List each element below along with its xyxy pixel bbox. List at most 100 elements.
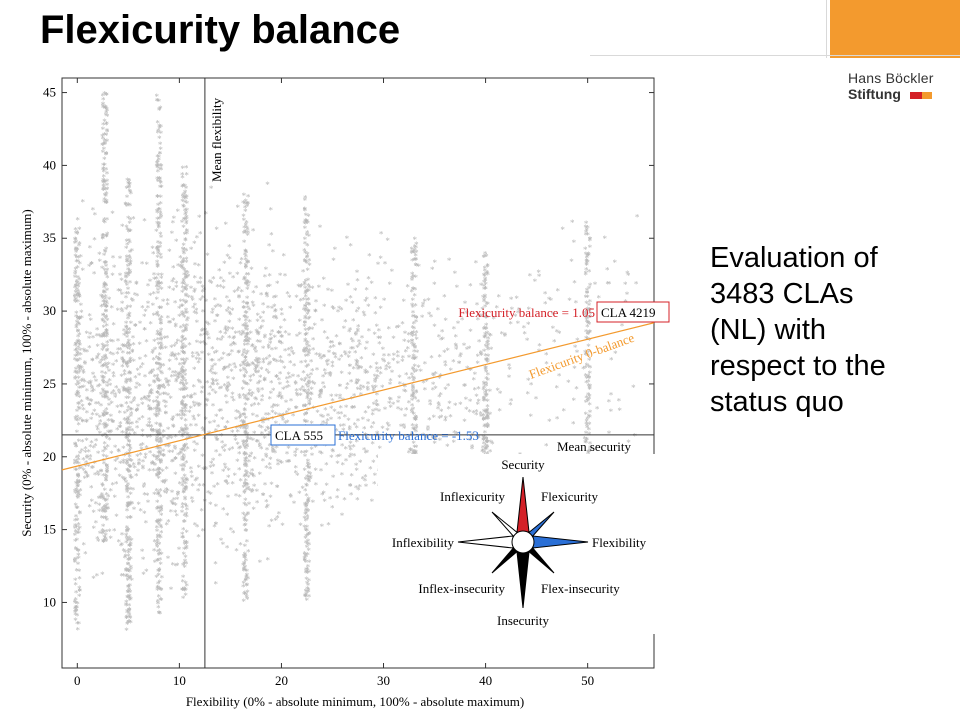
scatter-point: *: [182, 386, 187, 396]
scatter-point: *: [103, 508, 108, 518]
scatter-point: *: [156, 567, 161, 577]
scatter-point: *: [125, 506, 130, 516]
scatter-point: *: [130, 246, 135, 256]
scatter-point: *: [159, 511, 164, 521]
scatter-point: *: [127, 574, 132, 584]
scatter-point: *: [158, 595, 163, 605]
scatter-point: *: [101, 165, 106, 175]
scatter-point: *: [127, 227, 132, 237]
corner-accent: [830, 0, 960, 58]
scatter-point: *: [184, 380, 189, 390]
scatter-point: *: [144, 567, 149, 577]
scatter-point: *: [155, 193, 160, 203]
scatter-point: *: [185, 477, 190, 487]
scatter-point: *: [126, 561, 131, 571]
scatter-point: *: [242, 425, 247, 435]
scatter-point: *: [159, 504, 164, 514]
scatter-point: *: [155, 498, 160, 508]
scatter-point: *: [299, 359, 304, 369]
scatter-point: *: [104, 477, 109, 487]
scatter-point: *: [181, 360, 186, 370]
scatter-point: *: [127, 180, 132, 190]
scatter-point: *: [77, 478, 82, 488]
scatter-point: *: [367, 326, 372, 336]
scatter-point: *: [76, 471, 81, 481]
scatter-point: *: [495, 386, 500, 396]
scatter-point: *: [102, 196, 107, 206]
scatter-point: *: [410, 370, 415, 380]
scatter-point: *: [625, 290, 630, 300]
scatter-point: *: [155, 119, 160, 129]
scatter-point: *: [128, 619, 133, 629]
scatter-point: *: [157, 578, 162, 588]
scatter-point: *: [74, 546, 79, 556]
scatter-point: *: [180, 412, 185, 422]
scatter-point: *: [107, 377, 112, 387]
scatter-point: *: [127, 183, 132, 193]
scatter-point: *: [158, 351, 163, 361]
scatter-point: *: [73, 441, 78, 451]
scatter-point: *: [124, 533, 129, 543]
scatter-point: *: [129, 319, 134, 329]
scatter-point: *: [180, 288, 185, 298]
scatter-point: *: [164, 465, 169, 475]
scatter-point: *: [156, 579, 161, 589]
scatter-point: *: [101, 140, 106, 150]
scatter-point: *: [126, 311, 131, 321]
scatter-point: *: [76, 274, 81, 284]
scatter-point: *: [373, 309, 378, 319]
scatter-point: *: [124, 342, 129, 352]
scatter-point: *: [127, 201, 132, 211]
scatter-point: *: [155, 331, 160, 341]
scatter-point: *: [442, 293, 447, 303]
scatter-point: *: [104, 192, 109, 202]
scatter-point: *: [156, 532, 161, 542]
scatter-point: *: [609, 407, 614, 417]
scatter-point: *: [185, 505, 190, 515]
scatter-point: *: [155, 404, 160, 414]
scatter-point: *: [522, 323, 527, 333]
scatter-point: *: [181, 340, 186, 350]
scatter-point: *: [101, 178, 106, 188]
scatter-point: *: [103, 422, 108, 432]
scatter-point: *: [124, 378, 129, 388]
scatter-point: *: [124, 323, 129, 333]
scatter-point: *: [158, 251, 163, 261]
scatter-point: *: [314, 298, 319, 308]
scatter-point: *: [180, 310, 185, 320]
scatter-point: *: [74, 416, 79, 426]
scatter-point: *: [237, 348, 242, 358]
scatter-point: *: [77, 340, 82, 350]
scatter-point: *: [76, 547, 81, 557]
scatter-point: *: [340, 470, 345, 480]
scatter-point: *: [73, 291, 78, 301]
scatter-point: *: [154, 420, 159, 430]
scatter-point: *: [105, 321, 110, 331]
scatter-point: *: [180, 410, 185, 420]
scatter-point: *: [212, 483, 217, 493]
scatter-point: *: [128, 269, 133, 279]
scatter-chart: ****************************************…: [19, 77, 670, 709]
scatter-point: *: [102, 343, 107, 353]
scatter-point: *: [77, 567, 82, 577]
scatter-point: *: [158, 364, 163, 374]
scatter-point: *: [105, 464, 110, 474]
scatter-point: *: [155, 429, 160, 439]
scatter-point: *: [126, 560, 131, 570]
scatter-point: *: [78, 509, 83, 519]
scatter-point: *: [335, 453, 340, 463]
scatter-point: *: [74, 258, 79, 268]
scatter-point: *: [104, 120, 109, 130]
scatter-point: *: [154, 283, 159, 293]
scatter-point: *: [124, 601, 129, 611]
scatter-point: *: [73, 487, 78, 497]
scatter-point: *: [127, 310, 132, 320]
scatter-point: *: [105, 170, 110, 180]
scatter-point: *: [124, 379, 129, 389]
scatter-point: *: [102, 533, 107, 543]
scatter-point: *: [242, 224, 247, 234]
scatter-point: *: [180, 344, 185, 354]
scatter-point: *: [159, 506, 164, 516]
scatter-point: *: [371, 351, 376, 361]
scatter-point: *: [183, 182, 188, 192]
